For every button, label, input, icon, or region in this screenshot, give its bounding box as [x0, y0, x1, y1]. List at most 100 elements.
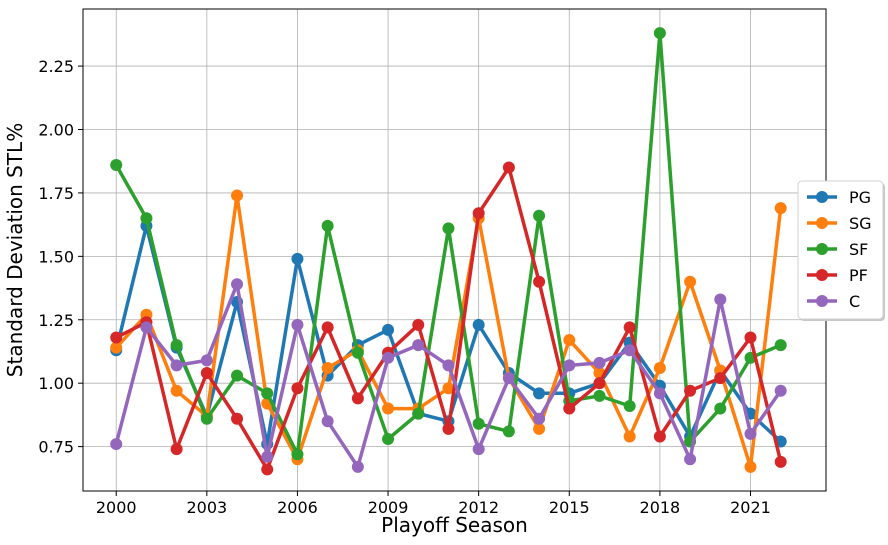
data-point-pf — [714, 372, 727, 385]
data-point-pf — [744, 331, 757, 344]
data-point-pf — [623, 321, 636, 334]
x-axis-ticks: 2000 2003 2006 2009 2012 2015 2018 2021 — [96, 491, 771, 517]
data-point-sf — [261, 387, 274, 400]
data-point-pf — [563, 402, 576, 415]
data-point-c — [502, 372, 515, 385]
data-point-c — [200, 354, 213, 367]
data-point-c — [321, 415, 334, 428]
data-point-pg — [533, 387, 546, 400]
legend-marker-pf — [816, 269, 828, 281]
x-tick-label: 2021 — [730, 498, 771, 517]
x-tick-label: 2003 — [186, 498, 227, 517]
x-tick-label: 2015 — [549, 498, 590, 517]
data-point-pf — [442, 422, 455, 435]
data-point-pg — [472, 318, 485, 331]
data-point-pf — [593, 377, 606, 390]
y-tick-label: 1.75 — [38, 184, 74, 203]
y-tick-label: 1.25 — [38, 311, 74, 330]
series-c — [110, 278, 787, 473]
data-point-c — [563, 359, 576, 372]
data-point-c — [412, 339, 425, 352]
data-point-pf — [653, 430, 666, 443]
data-point-sf — [412, 407, 425, 420]
data-point-pg — [382, 323, 395, 336]
data-point-c — [261, 450, 274, 463]
data-point-sf — [382, 432, 395, 445]
y-tick-label: 2.00 — [38, 121, 74, 140]
x-tick-label: 2009 — [368, 498, 409, 517]
data-point-sf — [623, 400, 636, 413]
data-point-pf — [502, 161, 515, 174]
legend: PG SG SF PF C — [797, 180, 885, 321]
data-point-pf — [170, 443, 183, 456]
series-sg — [110, 189, 787, 473]
data-point-c — [774, 384, 787, 397]
data-point-c — [533, 412, 546, 425]
legend-label-pf: PF — [849, 266, 868, 285]
data-point-pf — [261, 463, 274, 476]
data-point-c — [714, 293, 727, 306]
data-point-sf — [321, 219, 334, 232]
data-point-sf — [653, 27, 666, 40]
data-point-pf — [774, 455, 787, 468]
data-point-sf — [714, 402, 727, 415]
y-tick-label: 0.75 — [38, 438, 74, 457]
data-point-c — [231, 278, 244, 291]
data-point-sf — [170, 339, 183, 352]
data-point-sg — [653, 361, 666, 374]
data-point-pf — [351, 392, 364, 405]
data-point-pf — [110, 331, 123, 344]
data-point-sf — [593, 389, 606, 402]
legend-marker-pg — [816, 191, 828, 203]
data-point-c — [623, 344, 636, 357]
data-point-sg — [563, 334, 576, 347]
data-point-c — [442, 359, 455, 372]
data-point-sf — [774, 339, 787, 352]
data-point-c — [351, 460, 364, 473]
data-point-pf — [533, 275, 546, 288]
data-point-sg — [321, 361, 334, 374]
legend-box — [797, 180, 884, 320]
data-point-sf — [291, 448, 304, 461]
data-point-sf — [472, 417, 485, 430]
series-layer — [110, 27, 787, 476]
data-point-pf — [291, 382, 304, 395]
series-pf — [110, 161, 787, 476]
x-tick-label: 2018 — [640, 498, 681, 517]
y-tick-label: 2.25 — [38, 57, 74, 76]
legend-marker-sf — [816, 243, 828, 255]
data-point-c — [140, 321, 153, 334]
data-point-c — [593, 356, 606, 369]
legend-label-sf: SF — [849, 240, 868, 259]
data-point-c — [382, 351, 395, 364]
data-point-pg — [291, 252, 304, 265]
legend-label-sg: SG — [849, 214, 872, 233]
x-tick-label: 2000 — [96, 498, 137, 517]
data-point-c — [110, 438, 123, 451]
data-point-sf — [351, 346, 364, 359]
data-point-c — [291, 318, 304, 331]
x-tick-label: 2006 — [277, 498, 318, 517]
data-point-c — [653, 387, 666, 400]
data-point-pf — [200, 367, 213, 380]
y-tick-label: 1.00 — [38, 374, 74, 393]
data-point-sf — [442, 222, 455, 235]
data-point-sf — [533, 209, 546, 222]
data-point-c — [170, 359, 183, 372]
data-point-sf — [140, 212, 153, 225]
data-point-pf — [684, 384, 697, 397]
data-point-sg — [623, 430, 636, 443]
legend-marker-sg — [816, 217, 828, 229]
data-point-sg — [744, 460, 757, 473]
y-axis-ticks: 0.75 1.00 1.25 1.50 1.75 2.00 2.25 — [38, 57, 83, 457]
data-point-pf — [231, 412, 244, 425]
y-axis-label: Standard Deviation STL% — [3, 123, 27, 377]
legend-label-pg: PG — [849, 188, 871, 207]
data-point-sg — [170, 384, 183, 397]
data-point-sg — [231, 189, 244, 202]
data-point-sg — [533, 422, 546, 435]
data-point-sg — [382, 402, 395, 415]
data-point-sf — [502, 425, 515, 438]
